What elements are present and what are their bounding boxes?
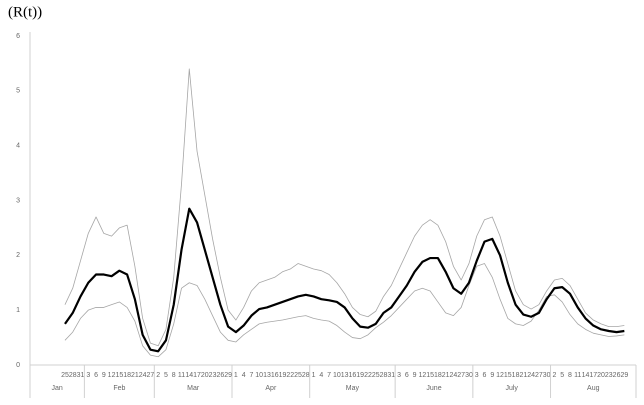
series-line (64, 207, 625, 353)
x-tick-label: 27 (147, 372, 155, 379)
month-label: June (426, 385, 441, 392)
x-tick-label: 15 (504, 372, 512, 379)
chart-title: (R(t)) (8, 4, 42, 20)
y-tick-label: 5 (16, 88, 20, 95)
x-tick-label: 31 (387, 372, 395, 379)
x-tick-label: 27 (535, 372, 543, 379)
x-tick-label: 17 (193, 372, 201, 379)
x-tick-label: 25 (294, 372, 302, 379)
y-tick-label: 6 (16, 33, 20, 40)
month-label: Mar (187, 385, 200, 392)
x-tick-label: 26 (613, 372, 621, 379)
x-tick-label: 3 (475, 372, 479, 379)
x-tick-label: 3 (86, 372, 90, 379)
x-tick-label: 6 (405, 372, 409, 379)
y-tick-label: 3 (16, 197, 20, 204)
x-tick-label: 5 (164, 372, 168, 379)
x-tick-label: 24 (139, 372, 147, 379)
x-tick-label: 20 (201, 372, 209, 379)
x-tick-label: 21 (519, 372, 527, 379)
x-tick-label: 28 (302, 372, 310, 379)
x-tick-label: 28 (380, 372, 388, 379)
x-tick-label: 17 (589, 372, 597, 379)
x-tick-label: 25 (61, 372, 69, 379)
x-tick-label: 8 (172, 372, 176, 379)
x-tick-label: 9 (490, 372, 494, 379)
x-tick-label: 15 (426, 372, 434, 379)
x-tick-label: 6 (483, 372, 487, 379)
x-tick-label: 12 (418, 372, 426, 379)
x-tick-label: 3 (397, 372, 401, 379)
x-tick-label: 19 (356, 372, 364, 379)
x-tick-label: 4 (319, 372, 323, 379)
x-tick-label: 16 (349, 372, 357, 379)
x-tick-label: 14 (185, 372, 193, 379)
x-tick-label: 1 (312, 372, 316, 379)
x-tick-label: 22 (364, 372, 372, 379)
x-tick-label: 1 (234, 372, 238, 379)
series-line (64, 68, 625, 347)
x-tick-label: 30 (465, 372, 473, 379)
x-tick-label: 10 (255, 372, 263, 379)
x-tick-label: 8 (568, 372, 572, 379)
x-tick-label: 11 (178, 372, 185, 379)
y-tick-label: 1 (16, 307, 20, 314)
x-tick-label: 18 (512, 372, 520, 379)
x-tick-label: 4 (242, 372, 246, 379)
x-tick-label: 31 (77, 372, 85, 379)
x-tick-label: 12 (496, 372, 504, 379)
x-tick-label: 19 (279, 372, 287, 379)
month-label: July (505, 385, 518, 392)
series-line (64, 263, 625, 358)
month-label: Jan (52, 385, 63, 392)
x-tick-label: 9 (413, 372, 417, 379)
x-tick-label: 23 (605, 372, 613, 379)
x-tick-label: 13 (263, 372, 271, 379)
x-tick-label: 27 (457, 372, 465, 379)
x-tick-label: 25 (372, 372, 380, 379)
x-tick-label: 23 (209, 372, 217, 379)
y-tick-label: 0 (16, 362, 20, 369)
x-tick-label: 26 (216, 372, 224, 379)
x-tick-label: 29 (224, 372, 232, 379)
x-tick-label: 7 (249, 372, 253, 379)
y-tick-label: 2 (16, 252, 20, 259)
x-tick-label: 21 (131, 372, 139, 379)
x-tick-label: 24 (527, 372, 535, 379)
x-tick-label: 2 (156, 372, 160, 379)
x-tick-label: 5 (560, 372, 564, 379)
x-tick-label: 22 (286, 372, 294, 379)
month-label: Feb (113, 385, 125, 392)
x-tick-label: 29 (620, 372, 628, 379)
x-tick-label: 7 (327, 372, 331, 379)
x-tick-label: 2 (552, 372, 556, 379)
x-tick-label: 18 (434, 372, 442, 379)
x-tick-label: 30 (543, 372, 551, 379)
x-tick-label: 28 (69, 372, 77, 379)
x-tick-label: 20 (597, 372, 605, 379)
month-label: May (346, 385, 360, 392)
x-tick-label: 10 (333, 372, 341, 379)
x-tick-label: 24 (450, 372, 458, 379)
x-tick-label: 18 (123, 372, 131, 379)
x-tick-label: 9 (102, 372, 106, 379)
x-tick-label: 21 (442, 372, 450, 379)
x-tick-label: 11 (574, 372, 581, 379)
x-tick-label: 6 (94, 372, 98, 379)
x-tick-label: 16 (271, 372, 279, 379)
x-tick-label: 14 (582, 372, 590, 379)
month-label: Apr (265, 385, 277, 392)
month-label: Aug (587, 385, 600, 392)
y-tick-label: 4 (16, 143, 20, 150)
x-tick-label: 13 (341, 372, 349, 379)
x-tick-label: 12 (108, 372, 116, 379)
x-tick-label: 15 (115, 372, 123, 379)
